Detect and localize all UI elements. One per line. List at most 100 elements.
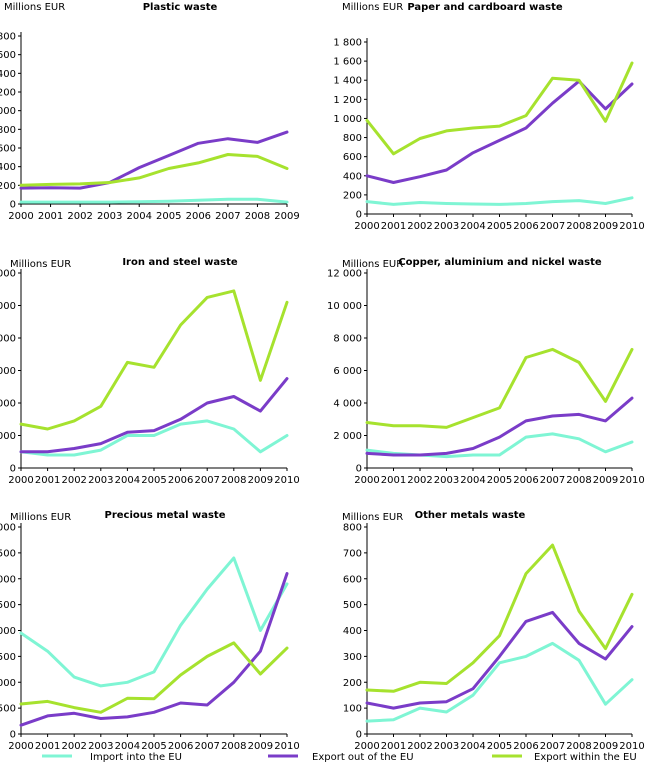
x-tick-label: 2005 bbox=[141, 475, 166, 486]
series-line-import-into-the-eu bbox=[19, 556, 289, 688]
y-tick-label: 1 500 bbox=[0, 652, 16, 663]
legend-label-export-within-the-eu: Export within the EU bbox=[534, 752, 637, 763]
x-tick-label: 2010 bbox=[274, 741, 299, 752]
y-tick-label: 600 bbox=[0, 144, 16, 155]
x-tick-label: 2000 bbox=[354, 475, 379, 486]
y-tick-label: 12 000 bbox=[327, 269, 362, 280]
y-axis-unit-label: Millions EUR bbox=[342, 2, 403, 13]
series-line-export-out-of-the-eu bbox=[19, 377, 289, 454]
y-tick-label: 3 000 bbox=[0, 574, 16, 585]
y-tick-label: 0 bbox=[10, 200, 16, 211]
x-tick-label: 2008 bbox=[566, 475, 591, 486]
series-line-import-into-the-eu bbox=[19, 419, 289, 457]
y-tick-label: 1 400 bbox=[0, 69, 16, 80]
y-axis-unit-label: Millions EUR bbox=[10, 512, 71, 523]
y-tick-label: 700 bbox=[343, 548, 362, 559]
y-tick-label: 400 bbox=[343, 626, 362, 637]
x-tick-label: 2007 bbox=[194, 741, 219, 752]
y-tick-label: 500 bbox=[343, 600, 362, 611]
x-tick-label: 2000 bbox=[8, 741, 33, 752]
chart-other-metals-waste: Millions EUR Other metals waste 0 100 200 300… bbox=[342, 510, 645, 752]
x-tick-label: 2001 bbox=[381, 475, 406, 486]
y-tick-label: 4 000 bbox=[333, 399, 362, 410]
y-axis-unit-label: Millions EUR bbox=[342, 512, 403, 523]
y-tick-label: 800 bbox=[343, 133, 362, 144]
x-tick-label: 2010 bbox=[274, 475, 299, 486]
x-tick-label: 2009 bbox=[593, 475, 618, 486]
y-tick-label: 3 500 bbox=[0, 548, 16, 559]
series-line-import-into-the-eu bbox=[19, 197, 289, 204]
chart-precious-metal-waste: Millions EUR Precious metal waste 0 500 1 00… bbox=[0, 510, 300, 752]
series-line-export-within-the-eu bbox=[365, 61, 634, 156]
x-tick-label: 2009 bbox=[274, 211, 299, 222]
x-tick-label: 2002 bbox=[67, 211, 92, 222]
x-tick-label: 2008 bbox=[245, 211, 270, 222]
x-tick-label: 2007 bbox=[540, 221, 565, 232]
series-line-export-within-the-eu bbox=[19, 153, 289, 187]
y-tick-label: 0 bbox=[356, 730, 362, 741]
legend-label-import-into-the-eu: Import into the EU bbox=[90, 752, 182, 763]
x-tick-label: 2002 bbox=[61, 741, 86, 752]
x-tick-label: 2006 bbox=[513, 741, 538, 752]
y-tick-label: 8 000 bbox=[0, 334, 16, 345]
x-tick-label: 2008 bbox=[566, 221, 591, 232]
x-tick-label: 2001 bbox=[35, 475, 60, 486]
y-tick-label: 1 800 bbox=[333, 38, 362, 49]
series-line-import-into-the-eu bbox=[365, 641, 634, 723]
y-tick-label: 1 000 bbox=[0, 106, 16, 117]
series-line-import-into-the-eu bbox=[365, 196, 634, 206]
series-line-export-out-of-the-eu bbox=[365, 79, 634, 184]
x-tick-label: 2007 bbox=[194, 475, 219, 486]
y-tick-label: 0 bbox=[10, 464, 16, 475]
x-tick-label: 2000 bbox=[8, 211, 33, 222]
y-tick-label: 200 bbox=[343, 190, 362, 201]
chart-iron-and-steel-waste: Millions EUR Iron and steel waste 0 2 000 4 … bbox=[0, 257, 300, 486]
x-tick-label: 2006 bbox=[513, 475, 538, 486]
x-tick-label: 2005 bbox=[156, 211, 181, 222]
y-tick-label: 1 600 bbox=[0, 50, 16, 61]
x-tick-label: 2009 bbox=[248, 741, 273, 752]
series-line-export-within-the-eu bbox=[19, 289, 289, 431]
x-tick-label: 2005 bbox=[487, 741, 512, 752]
legend: Import into the EU Export out of the EU Ex… bbox=[42, 752, 637, 763]
y-tick-label: 0 bbox=[10, 730, 16, 741]
y-tick-label: 1 800 bbox=[0, 32, 16, 43]
y-tick-label: 400 bbox=[343, 171, 362, 182]
x-tick-label: 2004 bbox=[460, 475, 485, 486]
y-tick-label: 2 000 bbox=[333, 431, 362, 442]
y-tick-label: 4 000 bbox=[0, 399, 16, 410]
y-axis-unit-label: Millions EUR bbox=[10, 259, 71, 270]
x-tick-label: 2004 bbox=[115, 475, 140, 486]
x-tick-label: 2006 bbox=[168, 475, 193, 486]
x-tick-label: 2008 bbox=[221, 475, 246, 486]
y-tick-label: 1 000 bbox=[333, 114, 362, 125]
chart-title: Copper, aluminium and nickel waste bbox=[398, 257, 602, 268]
x-tick-label: 2000 bbox=[8, 475, 33, 486]
x-tick-label: 2005 bbox=[487, 221, 512, 232]
x-tick-label: 2004 bbox=[460, 741, 485, 752]
y-axis-unit-label: Millions EUR bbox=[342, 259, 403, 270]
x-tick-label: 2010 bbox=[619, 741, 644, 752]
y-tick-label: 10 000 bbox=[327, 301, 362, 312]
x-tick-label: 2009 bbox=[593, 221, 618, 232]
x-tick-label: 2009 bbox=[593, 741, 618, 752]
y-tick-label: 200 bbox=[343, 678, 362, 689]
x-tick-label: 2008 bbox=[566, 741, 591, 752]
y-tick-label: 2 000 bbox=[0, 626, 16, 637]
y-tick-label: 6 000 bbox=[0, 366, 16, 377]
x-tick-label: 2007 bbox=[540, 475, 565, 486]
x-tick-label: 2004 bbox=[126, 211, 151, 222]
x-tick-label: 2001 bbox=[381, 221, 406, 232]
y-axis-unit-label: Millions EUR bbox=[4, 2, 65, 13]
x-tick-label: 2003 bbox=[97, 211, 122, 222]
x-tick-label: 2005 bbox=[141, 741, 166, 752]
series-line-export-out-of-the-eu bbox=[19, 130, 289, 190]
x-tick-label: 2006 bbox=[168, 741, 193, 752]
x-tick-label: 2006 bbox=[186, 211, 211, 222]
chart-title: Precious metal waste bbox=[105, 510, 226, 521]
x-tick-label: 2002 bbox=[61, 475, 86, 486]
y-tick-label: 1 600 bbox=[333, 57, 362, 68]
x-tick-label: 2009 bbox=[248, 475, 273, 486]
chart-title: Paper and cardboard waste bbox=[407, 2, 563, 13]
